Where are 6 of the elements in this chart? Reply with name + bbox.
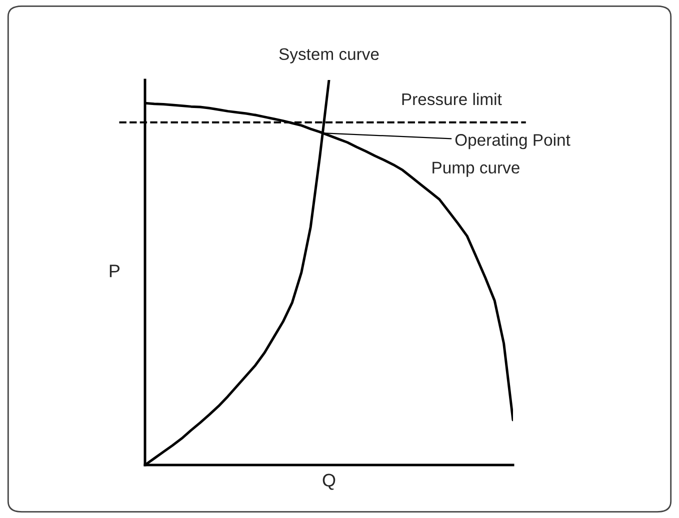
series-label: Pump curve xyxy=(432,162,520,177)
y-axis-title: P xyxy=(110,264,120,278)
x-axis-title: Q xyxy=(322,474,336,490)
ref-line-label: Pressure limit xyxy=(402,92,502,106)
annotation: Operating Point xyxy=(455,134,570,150)
series-label: System curve xyxy=(279,48,379,64)
